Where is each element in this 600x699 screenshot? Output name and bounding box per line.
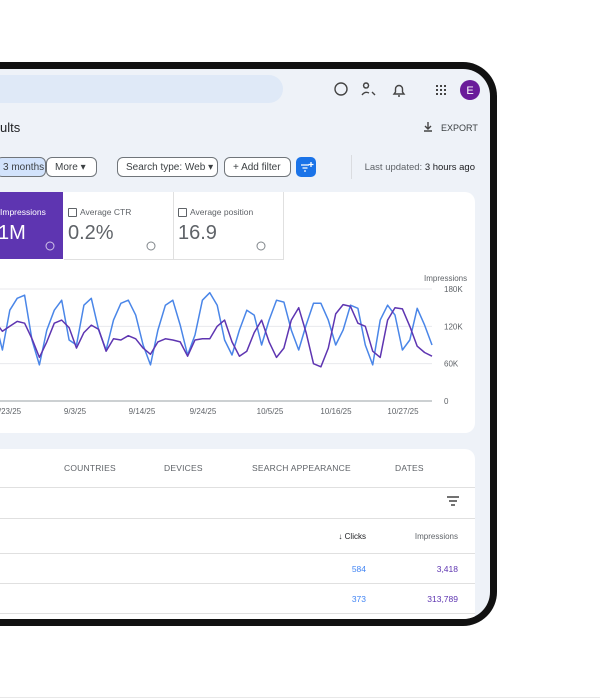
tab[interactable]: DATES <box>395 463 424 473</box>
help-icon <box>45 241 55 251</box>
metric-label: Impressions <box>0 207 46 217</box>
search-bar[interactable] <box>0 75 283 103</box>
checkbox[interactable] <box>68 208 77 217</box>
metric-value: 1M <box>0 222 26 244</box>
metric-card-position[interactable]: Average position 16.9 <box>174 192 284 260</box>
tab[interactable]: SEARCH APPEARANCE <box>252 463 351 473</box>
help-icon <box>146 241 156 251</box>
filter-button[interactable] <box>296 157 316 177</box>
axis-title: Impressions <box>424 274 467 283</box>
x-tick-label: 9/24/25 <box>190 407 217 416</box>
help-icon <box>256 241 266 251</box>
cell-clicks: 584 <box>351 564 366 574</box>
x-tick-label: 10/27/25 <box>387 407 419 416</box>
divider <box>0 487 475 488</box>
y2-tick-label: 60K <box>444 360 459 369</box>
x-tick-label: 9/14/25 <box>129 407 156 416</box>
metric-card-impressions[interactable]: Impressions 1M <box>0 192 63 259</box>
download-icon <box>424 122 432 132</box>
search-type-text: Search type: Web <box>126 162 206 173</box>
chart: Impressions 0 60K 120K 180K/23/25 9/3/25 9/14/… <box>0 274 467 416</box>
x-tick-label: /23/25 <box>0 407 22 416</box>
x-tick-label: 9/3/25 <box>64 407 87 416</box>
more-chip[interactable]: More ▾ <box>46 157 97 177</box>
admin-icon[interactable] <box>361 82 376 96</box>
divider <box>0 553 475 554</box>
divider <box>0 613 475 614</box>
metric-card-ctr[interactable]: Average CTR 0.2% <box>64 192 174 260</box>
x-tick-label: 10/16/25 <box>320 407 352 416</box>
help-icon[interactable] <box>334 82 348 96</box>
metric-label: Average position <box>190 207 254 217</box>
x-tick-label: 10/5/25 <box>257 407 284 416</box>
avatar-letter: E <box>466 85 473 97</box>
avatar[interactable] <box>460 80 480 100</box>
y2-tick-label: 180K <box>444 285 463 294</box>
column-header[interactable]: ↓ Clicks <box>338 532 366 541</box>
table-panel: ESCOUNTRIESDEVICESSEARCH APPEARANCEDATES… <box>0 449 475 619</box>
search-type-chip[interactable]: Search type: Web ▾ <box>117 157 218 177</box>
divider <box>0 583 475 584</box>
last-updated: Last updated: 3 hours ago <box>365 162 475 173</box>
add-filter-chip[interactable]: + Add filter <box>224 157 291 177</box>
tab[interactable]: COUNTRIES <box>64 463 116 473</box>
line-series <box>0 291 433 366</box>
more-text: More <box>55 162 78 173</box>
export-button[interactable]: EXPORT <box>441 123 478 133</box>
y2-tick-label: 120K <box>444 322 463 331</box>
page-title: ults <box>0 120 21 135</box>
performance-panel: Impressions 1M Average CTR 0.2% Average … <box>0 192 475 433</box>
cell-impressions: 3,418 <box>436 564 458 574</box>
cell-impressions: 313,789 <box>427 594 458 604</box>
last-updated-value: 3 hours ago <box>424 162 475 173</box>
add-filter-text: Add filter <box>241 162 281 173</box>
metric-value: 0.2% <box>68 222 114 244</box>
metric-value: 16.9 <box>178 222 217 244</box>
cell-clicks: 373 <box>351 594 366 604</box>
apps-icon[interactable] <box>436 85 446 95</box>
filter-icon <box>301 162 314 172</box>
device-frame: E ults EXPORT 3 months More ▾ Search typ… <box>0 62 497 626</box>
column-header-text: Clicks <box>344 532 366 541</box>
divider <box>0 518 475 519</box>
last-updated-label: Last updated: <box>364 162 423 173</box>
table-filter-icon[interactable] <box>446 495 460 507</box>
tab[interactable]: DEVICES <box>164 463 203 473</box>
separator <box>351 155 352 179</box>
line-series <box>0 303 433 368</box>
top-icons: E <box>334 80 480 100</box>
y2-tick-label: 0 <box>444 397 449 406</box>
bottom-line <box>0 697 600 698</box>
checkbox[interactable] <box>178 208 187 217</box>
bell-icon[interactable] <box>392 84 406 97</box>
metric-label: Average CTR <box>80 207 132 217</box>
column-header[interactable]: Impressions <box>414 532 458 541</box>
range-chip[interactable]: 3 months <box>0 157 46 177</box>
